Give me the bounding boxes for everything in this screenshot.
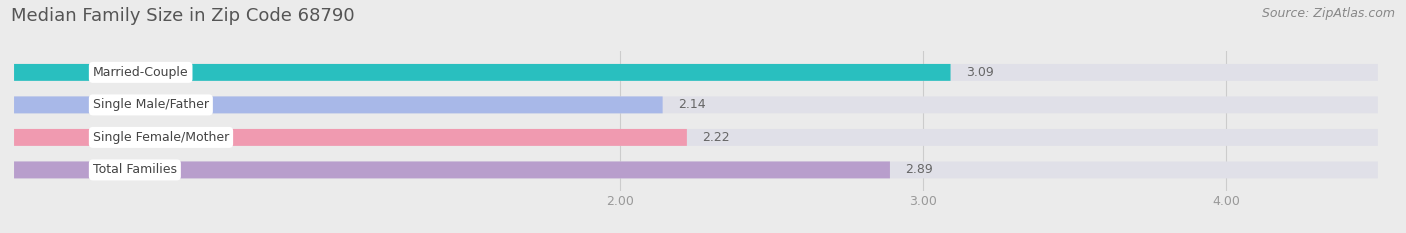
Text: Single Female/Mother: Single Female/Mother (93, 131, 229, 144)
FancyBboxPatch shape (14, 96, 662, 113)
FancyBboxPatch shape (14, 161, 890, 178)
FancyBboxPatch shape (14, 129, 688, 146)
FancyBboxPatch shape (14, 64, 1378, 81)
FancyBboxPatch shape (14, 129, 1378, 146)
FancyBboxPatch shape (14, 64, 950, 81)
Text: 2.14: 2.14 (678, 98, 706, 111)
Text: Median Family Size in Zip Code 68790: Median Family Size in Zip Code 68790 (11, 7, 354, 25)
Text: 2.22: 2.22 (702, 131, 730, 144)
Text: 2.89: 2.89 (905, 163, 932, 176)
Text: Single Male/Father: Single Male/Father (93, 98, 209, 111)
Text: Source: ZipAtlas.com: Source: ZipAtlas.com (1261, 7, 1395, 20)
Text: Married-Couple: Married-Couple (93, 66, 188, 79)
Text: Total Families: Total Families (93, 163, 177, 176)
Text: 3.09: 3.09 (966, 66, 994, 79)
FancyBboxPatch shape (14, 161, 1378, 178)
FancyBboxPatch shape (14, 96, 1378, 113)
